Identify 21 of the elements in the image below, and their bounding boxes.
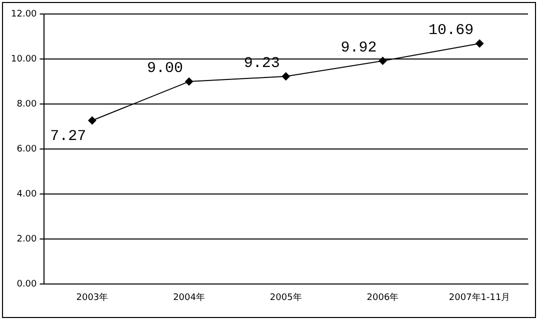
- data-label: 7.27: [50, 128, 86, 145]
- x-tick-label: 2005年: [270, 292, 302, 303]
- data-label: 9.92: [340, 39, 377, 56]
- x-tick-label: 2006年: [366, 292, 399, 303]
- x-tick-label: 2003年: [76, 292, 108, 303]
- data-label: 9.00: [147, 60, 184, 78]
- x-tick-label: 2004年: [173, 292, 205, 303]
- y-tick-label: 12.00: [11, 9, 38, 20]
- y-tick-label: 0.00: [16, 280, 38, 290]
- data-label: 10.69: [428, 22, 474, 39]
- y-tick-label: 2.00: [16, 234, 38, 245]
- point: [476, 39, 484, 48]
- point: [185, 78, 194, 86]
- x-tick-label: 2007年1-11月: [448, 292, 510, 303]
- point: [282, 72, 290, 80]
- point: [88, 116, 96, 125]
- y-tick-label: 8.00: [16, 99, 38, 110]
- y-tick-label: 6.00: [16, 144, 38, 154]
- y-tick-label: 4.00: [16, 189, 38, 200]
- point: [378, 56, 387, 65]
- y-tick-label: 10.00: [11, 54, 38, 64]
